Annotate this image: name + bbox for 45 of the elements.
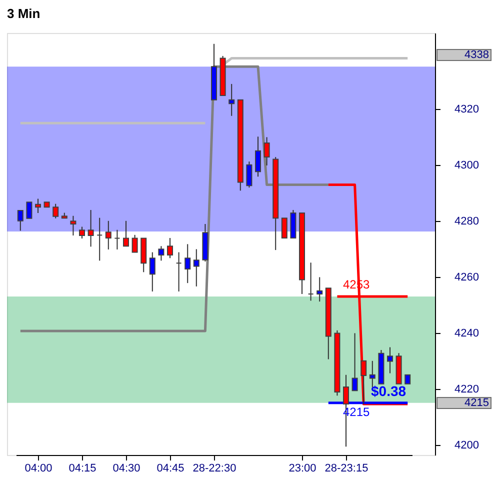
candlestick — [26, 202, 32, 219]
candlestick — [17, 210, 24, 232]
candlestick — [52, 203, 59, 219]
x-tick-label: 23:00 — [288, 462, 316, 474]
annotation: $0.38 — [371, 382, 406, 399]
candlestick — [114, 229, 120, 250]
candlestick — [123, 220, 129, 247]
candlestick — [79, 226, 85, 240]
candlestick — [149, 252, 156, 292]
candlestick — [132, 234, 138, 253]
candlestick — [96, 217, 103, 262]
candlestick — [264, 136, 270, 166]
candlestick — [281, 218, 288, 238]
x-tick-label: 04:30 — [112, 462, 140, 474]
candlestick — [184, 244, 191, 284]
text: 4338 — [464, 49, 489, 61]
candlestick — [105, 220, 112, 250]
y-tick-label: 4280 — [454, 215, 479, 228]
candlestick — [158, 246, 164, 262]
y-tick-label: 4260 — [454, 271, 479, 284]
candlestick — [308, 262, 314, 302]
candlestick — [352, 332, 358, 392]
candlestick — [88, 209, 94, 248]
candlestick — [176, 252, 182, 292]
candlestick — [255, 136, 261, 178]
candlestick — [246, 161, 252, 188]
chart-title: 3 Min — [7, 6, 40, 21]
x-tick-label: 04:45 — [156, 462, 184, 474]
y-tick-label: 4320 — [454, 103, 479, 116]
y-tick-label: 4300 — [454, 159, 479, 172]
candlestick — [193, 248, 200, 287]
candlestick — [228, 83, 235, 116]
y-tick-label: 4240 — [454, 327, 479, 340]
y-tick-label: 4220 — [454, 383, 479, 396]
x-tick-label: 28-22:30 — [192, 462, 236, 474]
x-tick-label: 04:00 — [24, 462, 52, 474]
candlestick — [70, 215, 76, 236]
x-tick-label: 04:15 — [68, 462, 96, 474]
y-tick-label: 4200 — [454, 439, 479, 452]
candlestick — [35, 198, 41, 214]
candlestick — [316, 276, 323, 302]
x-tick-label: 28-23:15 — [324, 462, 368, 474]
candlestick — [167, 237, 173, 259]
candlestick — [387, 346, 393, 374]
text: 4215 — [464, 397, 489, 409]
